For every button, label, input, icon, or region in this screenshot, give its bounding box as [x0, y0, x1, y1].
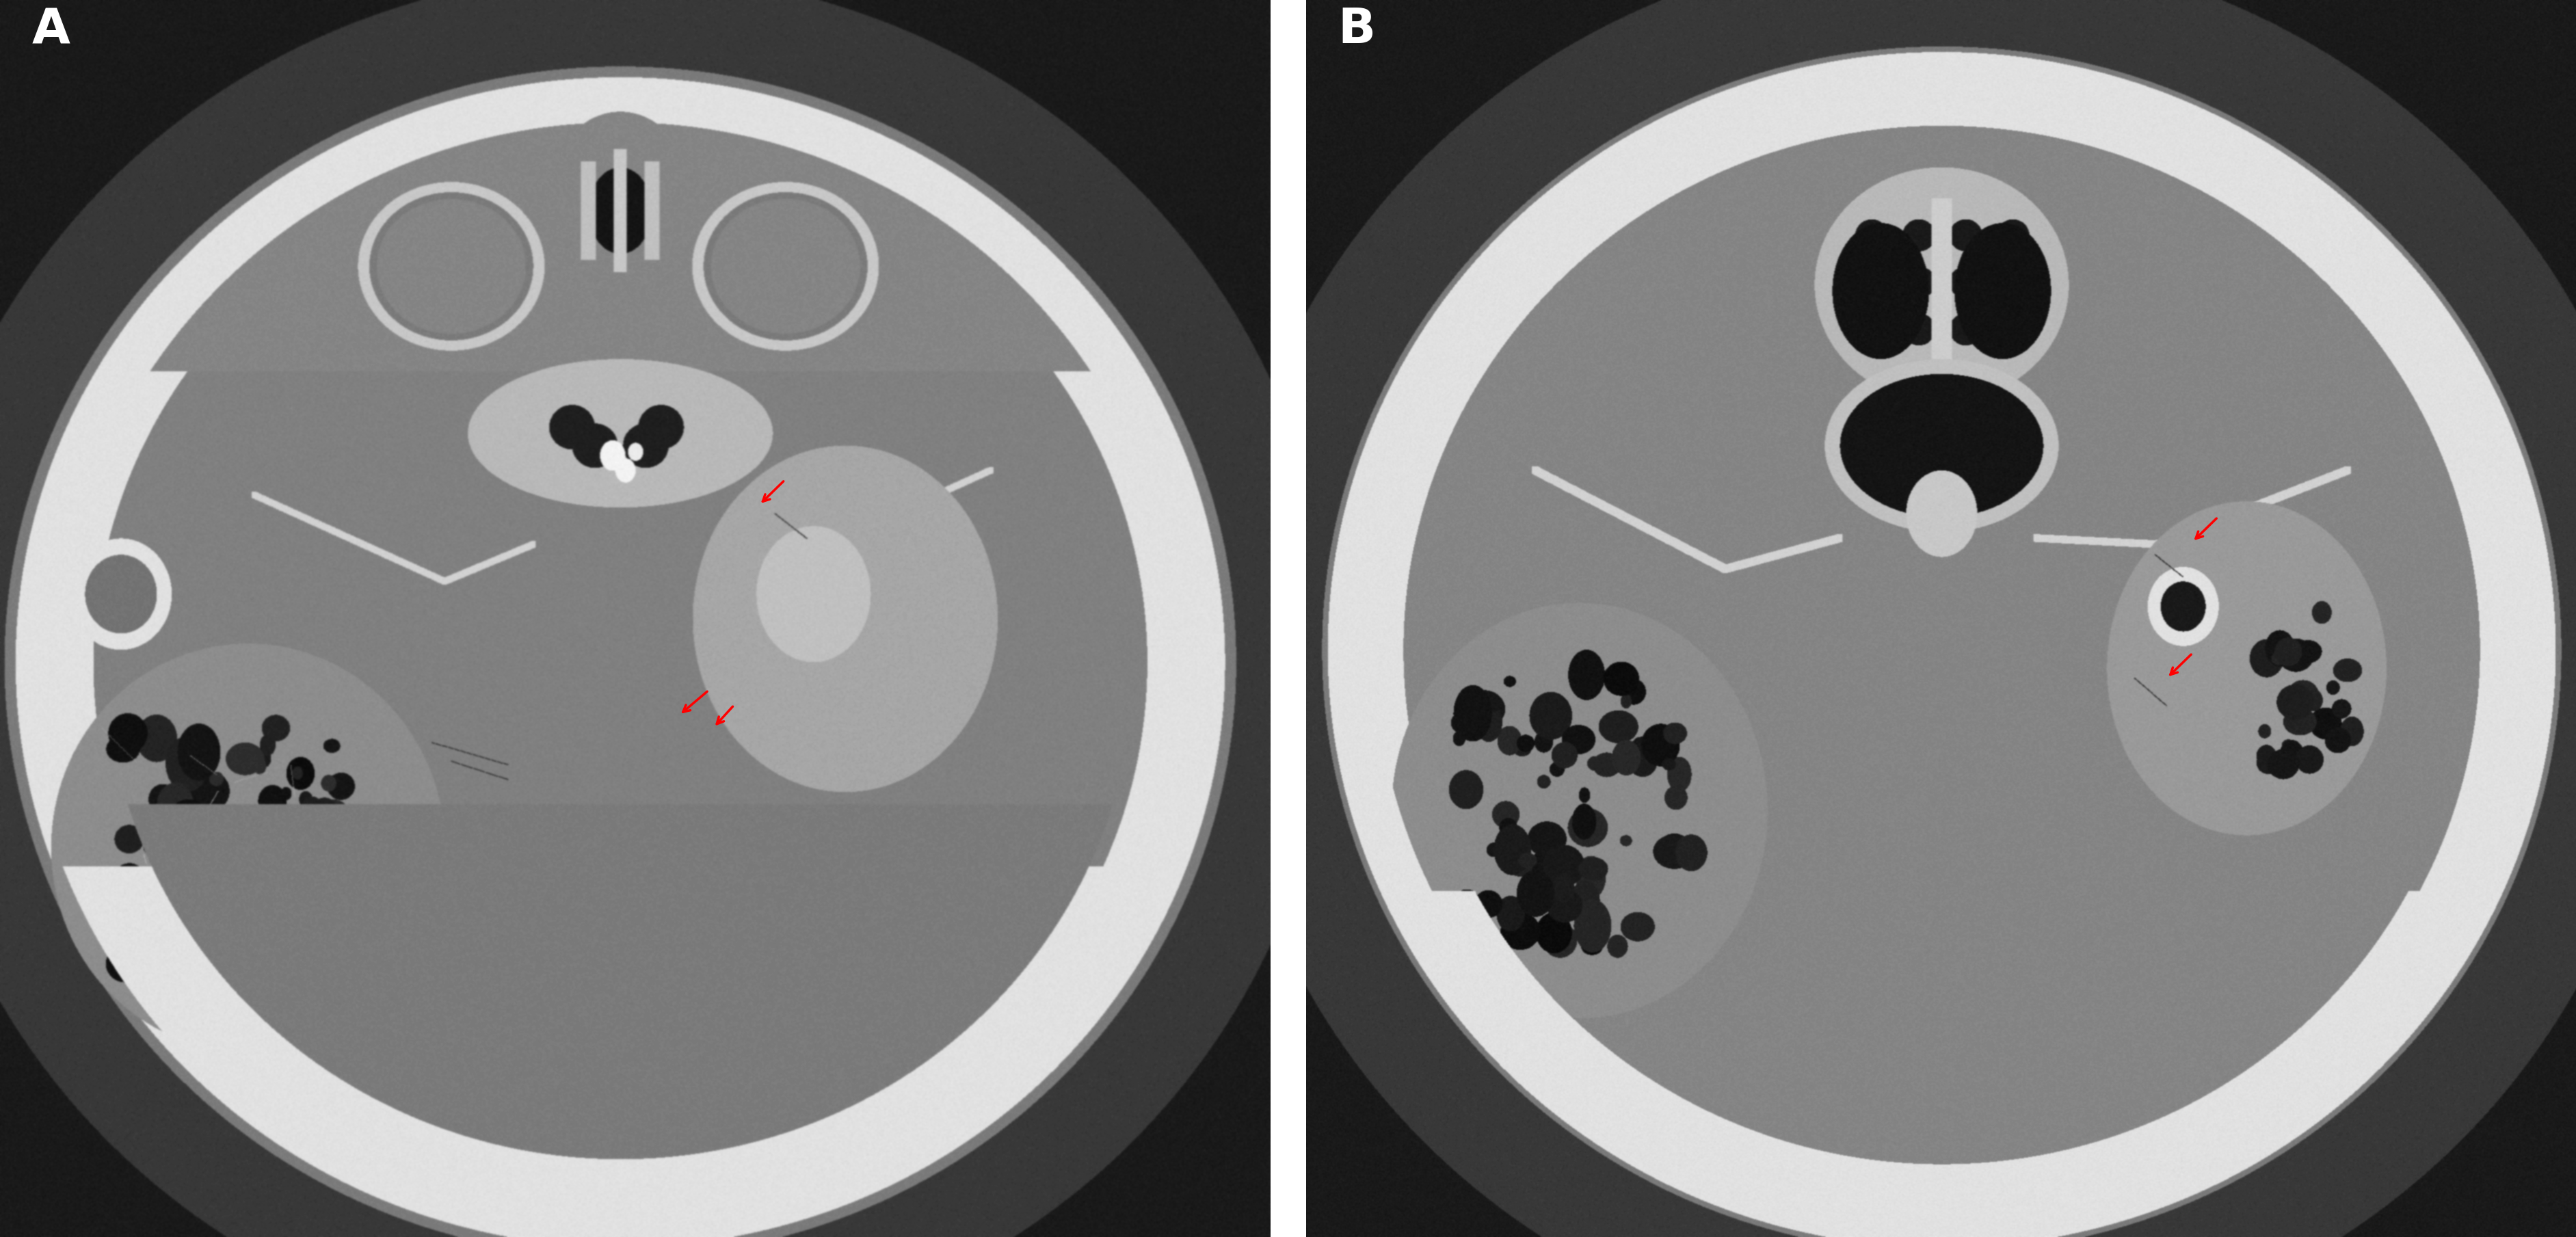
- Text: B: B: [1337, 6, 1376, 53]
- Text: A: A: [31, 6, 70, 53]
